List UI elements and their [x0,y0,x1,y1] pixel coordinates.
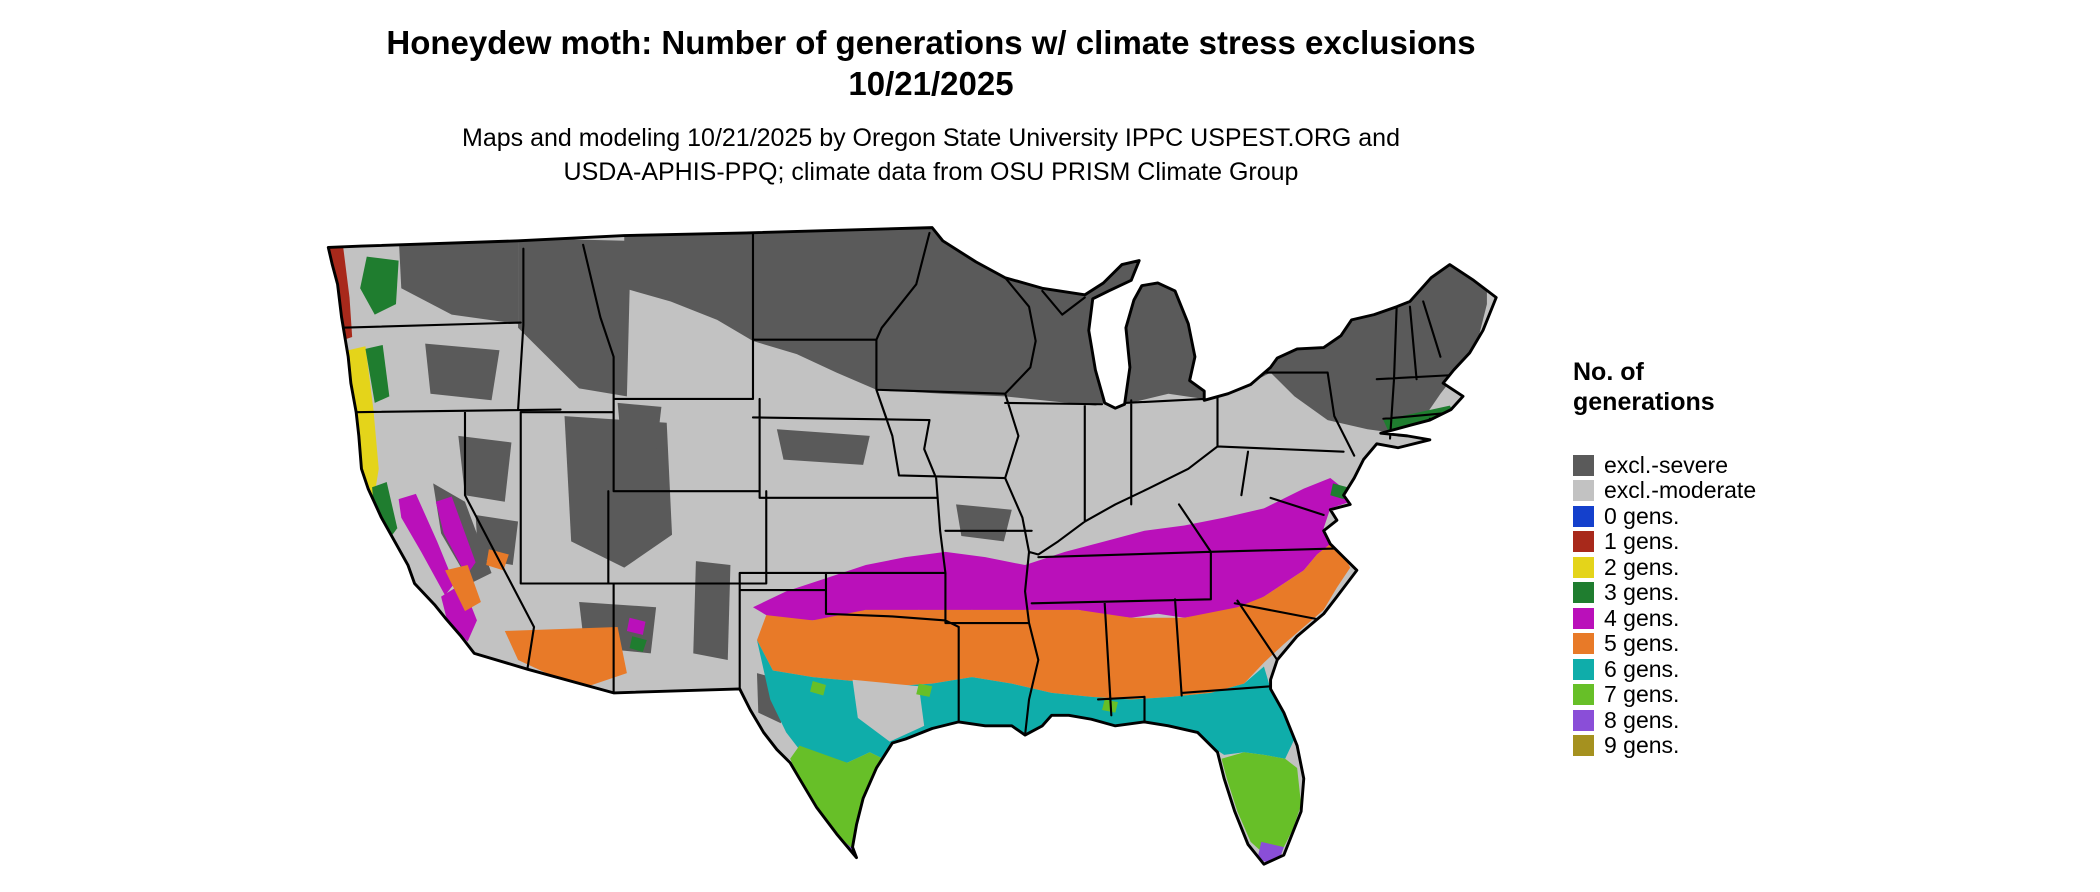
map-title-date: 10/21/2025 [848,65,1014,103]
legend-label: 8 gens. [1604,706,1680,733]
legend-label: 3 gens. [1604,579,1680,605]
legend-title-line2: generations [1573,387,1715,416]
legend-item: 5 gens. [1573,630,1756,656]
legend-item: 1 gens. [1573,528,1756,554]
map-region-5-gens [445,543,1351,700]
legend-swatch [1573,709,1594,731]
map-region-2-gens [348,346,379,505]
map-region-8-gens [839,841,1284,865]
legend-label: 7 gens. [1604,681,1680,707]
legend-item: excl.-moderate [1573,477,1757,503]
legend-label: 0 gens. [1604,502,1680,529]
legend-item: 9 gens. [1573,732,1756,758]
legend-swatch [1573,658,1594,680]
legend-swatch [1573,633,1594,654]
legend-label: excl.-severe [1604,451,1728,478]
legend-item: 8 gens. [1573,706,1756,733]
legend-swatch [1573,454,1594,476]
map-region-4-gens [398,478,1351,642]
legend-item: excl.-severe [1573,451,1756,478]
legend-item: 3 gens. [1573,579,1756,605]
legend-swatch [1573,684,1594,705]
map-subtitle-line1: Maps and modeling 10/21/2025 by Oregon S… [462,124,1400,152]
us-map-svg [326,226,1498,866]
legend-swatch [1573,735,1594,756]
legend-label: 2 gens. [1604,553,1680,580]
legend-label: 4 gens. [1604,604,1680,631]
legend: No. of generations excl.-severe excl.-mo… [1573,358,1756,761]
legend-title: No. of generations [1573,358,1756,417]
legend-item: 6 gens. [1573,655,1756,682]
us-generations-map [319,225,1540,884]
us-outline [326,226,1498,866]
legend-item: 7 gens. [1573,681,1756,707]
map-title: Honeydew moth: Number of generations w/ … [0,22,1862,105]
legend-title-line1: No. of [1573,358,1644,386]
state-borders [336,231,1458,737]
map-subtitle-line2: USDA-APHIS-PPQ; climate data from OSU PR… [563,157,1299,186]
legend-item: 2 gens. [1573,553,1756,580]
legend-label: excl.-moderate [1604,477,1757,503]
legend-label: 5 gens. [1604,630,1680,656]
map-region-texas-moderate-island [852,679,925,742]
legend-swatch [1573,556,1594,578]
legend-swatch [1573,582,1594,603]
legend-swatch [1573,607,1594,629]
legend-swatch [1573,531,1594,552]
legend-swatch [1573,505,1594,527]
map-subtitle: Maps and modeling 10/21/2025 by Oregon S… [0,122,1862,189]
legend-item: 4 gens. [1573,604,1756,631]
legend-label: 9 gens. [1604,732,1680,758]
legend-swatch [1573,429,1594,450]
map-title-line1: Honeydew moth: Number of generations w/ … [386,24,1476,61]
legend-item: 0 gens. [1573,502,1756,529]
legend-label: 1 gens. [1604,528,1680,554]
legend-swatch [1573,480,1594,501]
legend-item [1573,429,1756,450]
legend-label: 6 gens. [1604,655,1680,682]
